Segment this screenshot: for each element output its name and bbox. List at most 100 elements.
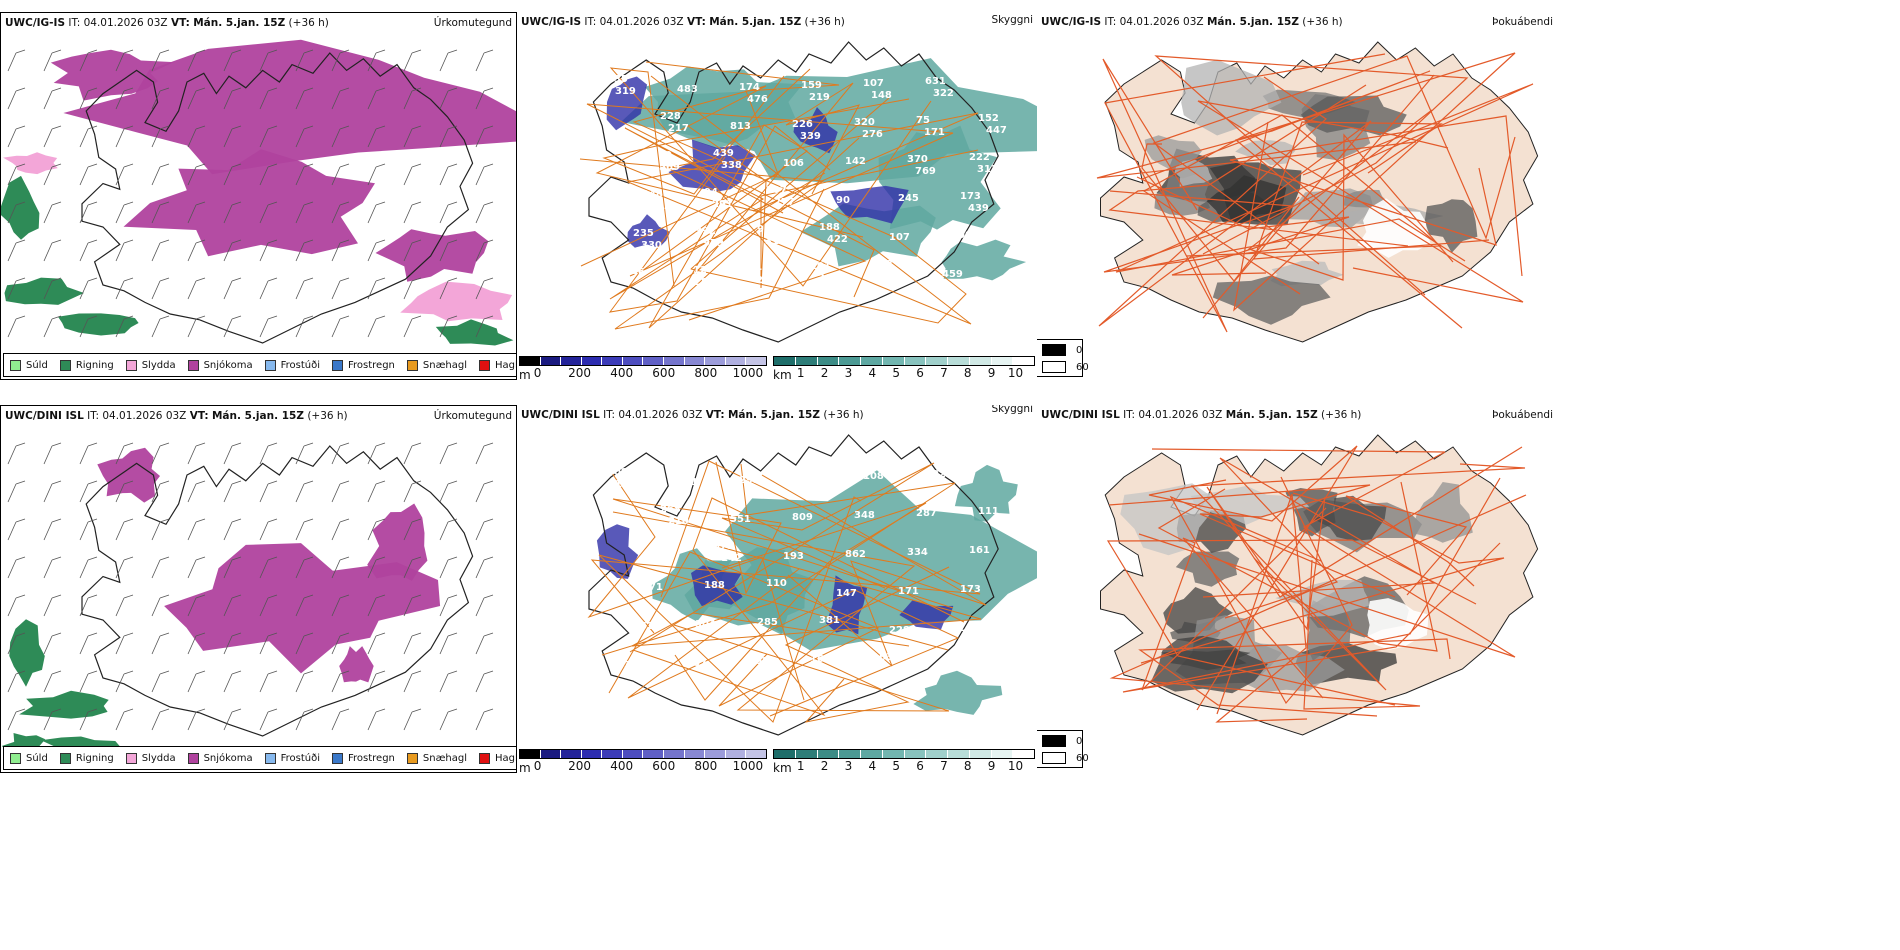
wind-barb — [331, 594, 350, 617]
wind-barb — [187, 708, 206, 731]
wind-barb — [475, 480, 494, 503]
wind-barb — [367, 708, 386, 731]
peak-label: 142 — [845, 156, 866, 167]
wind-barb — [331, 518, 350, 541]
rain-area — [19, 690, 109, 719]
wind-barb — [259, 239, 278, 262]
road-line — [1247, 109, 1454, 281]
legend-item: Súld — [10, 359, 48, 371]
precip-panel-bottom: UWC/DINI ISL IT: 04.01.2026 03Z VT: Mán.… — [0, 405, 517, 773]
ceiling-map: 309 268 875 110 381 163 192 111 97 188 285 168 108 28… — [587, 434, 1037, 736]
wind-barb — [187, 670, 206, 693]
sleet-area — [400, 281, 513, 322]
peak-label: 188 — [704, 580, 725, 591]
valid-time-label: VT: — [686, 16, 706, 28]
panel-header: UWC/IG-IS IT: 04.01.2026 03Z VT: Mán. 5.… — [521, 16, 845, 28]
wind-barb — [7, 518, 26, 541]
init-time: IT: 04.01.2026 03Z — [603, 409, 703, 421]
wind-barb — [331, 632, 350, 655]
colorbar-unit: km — [773, 761, 792, 773]
legend-item: Frostregn — [332, 359, 395, 371]
road-line — [586, 103, 954, 298]
legend-label: Haglél — [495, 752, 516, 764]
colorbar-step — [882, 750, 905, 758]
wind-barb — [403, 315, 422, 338]
wind-barb — [439, 708, 458, 731]
colorbar-step — [602, 750, 623, 758]
wind-barb — [403, 708, 422, 731]
wind-barb — [79, 87, 98, 110]
peak-label: 106 — [783, 158, 804, 169]
colorbar-tick: 10 — [1007, 759, 1024, 773]
wind-barb — [151, 87, 170, 110]
fog-legend-item: 60 — [1042, 361, 1089, 373]
wind-barb — [151, 632, 170, 655]
wind-barb — [7, 239, 26, 262]
wind-barb — [151, 518, 170, 541]
fog-legend-swatch — [1042, 344, 1066, 356]
peak-label: 631 — [925, 76, 946, 87]
road-line — [601, 463, 956, 656]
colorbar-tick: 800 — [694, 759, 718, 773]
wind-barb — [367, 556, 386, 579]
fog-area — [1206, 175, 1287, 223]
peak-label: 809 — [792, 512, 813, 523]
colorbar-step — [602, 357, 623, 365]
peak-label: 439 — [968, 203, 989, 214]
colorbar-step — [746, 750, 766, 758]
panel-title: Úrkomutegund — [433, 17, 512, 29]
low-ceiling-area — [830, 185, 909, 224]
legend-label: Snjókoma — [203, 359, 253, 371]
wind-barb — [439, 594, 458, 617]
peak-label: 322 — [933, 88, 954, 99]
lead-time: (+36 h) — [804, 16, 845, 28]
colorbar-step — [664, 357, 685, 365]
colorbar-tick: 7 — [940, 759, 948, 773]
wind-barb — [475, 632, 494, 655]
wind-barb — [259, 315, 278, 338]
colorbar-step — [684, 750, 706, 758]
colorbar-step — [969, 750, 992, 758]
model-name: UWC/IG-IS — [521, 16, 582, 28]
colorbar-swatches — [519, 749, 767, 759]
road-line — [1098, 76, 1372, 327]
peak-label: 171 — [898, 586, 919, 597]
valid-time: Mán. 5.jan. 15Z — [727, 409, 820, 421]
wind-barb — [331, 163, 350, 186]
legend-label: Rigning — [75, 359, 114, 371]
wind-barb — [115, 277, 134, 300]
colorbar-step — [540, 750, 562, 758]
legend-item: Haglél — [479, 359, 516, 371]
colorbar-step — [520, 750, 541, 758]
legend-label: Rigning — [75, 752, 114, 764]
peak-label: 348 — [854, 510, 875, 521]
colorbar-tick: 400 — [610, 366, 634, 380]
model-name: UWC/IG-IS — [1041, 16, 1102, 28]
wind-barb — [223, 480, 242, 503]
ceiling-panel-top: UWC/IG-IS IT: 04.01.2026 03Z VT: Mán. 5.… — [517, 12, 1037, 380]
wind-barb — [259, 49, 278, 72]
wind-barb — [367, 125, 386, 148]
peak-label: 447 — [986, 125, 1007, 136]
model-name: UWC/DINI ISL — [5, 410, 84, 422]
peak-label: 381 — [819, 615, 840, 626]
peak-label: 190 — [651, 150, 672, 161]
colorbar-step — [725, 357, 747, 365]
snow-area — [339, 646, 374, 683]
road-line — [761, 474, 987, 667]
colorbar-step — [705, 357, 726, 365]
road-line — [595, 85, 897, 239]
precip-map — [1, 39, 516, 377]
wind-barb — [331, 315, 350, 338]
colorbar-step — [817, 750, 840, 758]
colorbar-step — [774, 750, 796, 758]
colorbar-step — [948, 357, 970, 365]
wind-barb — [403, 87, 422, 110]
wind-barb — [43, 442, 62, 465]
wind-barb — [223, 594, 242, 617]
peak-label: 226 — [792, 119, 813, 130]
wind-barb — [259, 201, 278, 224]
wind-barb — [7, 480, 26, 503]
colorbar-step — [882, 357, 905, 365]
colorbar-tick: 2 — [820, 759, 829, 773]
